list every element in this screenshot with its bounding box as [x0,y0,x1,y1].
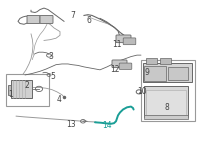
Text: 14: 14 [102,121,112,130]
Bar [143,63,192,82]
Bar [11,80,32,98]
Text: 10: 10 [137,87,147,96]
Bar [144,115,188,119]
FancyBboxPatch shape [112,60,127,68]
Text: 12: 12 [110,65,120,74]
Text: 6: 6 [87,16,91,25]
Bar [144,86,188,117]
Bar [160,58,171,64]
FancyBboxPatch shape [40,15,53,24]
Bar [6,74,49,106]
Text: 5: 5 [51,72,55,81]
Text: 11: 11 [112,40,122,49]
FancyBboxPatch shape [27,15,40,24]
Bar [146,90,186,115]
Bar [8,85,11,95]
Text: 9: 9 [145,67,149,77]
FancyBboxPatch shape [116,35,131,43]
Bar [144,66,166,81]
Text: 13: 13 [66,120,76,129]
FancyBboxPatch shape [119,63,132,69]
Text: 4: 4 [57,95,61,105]
FancyBboxPatch shape [123,38,136,45]
Bar [168,67,188,80]
Text: 2: 2 [25,81,29,91]
Text: 7: 7 [71,11,75,20]
Bar [141,60,195,121]
Text: 3: 3 [49,52,53,61]
Text: 1: 1 [9,90,13,99]
Text: 8: 8 [165,103,169,112]
Bar [146,58,157,64]
